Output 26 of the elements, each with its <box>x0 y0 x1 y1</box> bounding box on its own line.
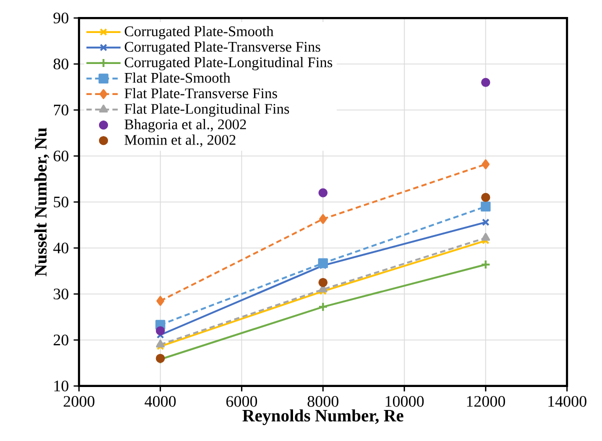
legend-label: Flat Plate-Longitudinal Fins <box>124 104 290 117</box>
y-tick-label: 10 <box>54 380 68 392</box>
x-axis-title: Reynolds Number, Re <box>242 409 404 426</box>
legend-label: Corrugated Plate-Transverse Fins <box>124 41 320 55</box>
legend-label: Corrugated Plate-Smooth <box>124 26 274 40</box>
y-tick-label: 30 <box>54 288 68 300</box>
legend-label: Flat Plate-Transverse Fins <box>124 88 278 98</box>
y-tick-label: 40 <box>53 242 68 254</box>
x-tick-label: 14000 <box>548 396 586 407</box>
y-tick-label: 50 <box>54 196 68 208</box>
y-axis-title: Nusselt Number, Nu <box>34 128 50 276</box>
x-tick-label: 6000 <box>226 396 258 407</box>
legend-label: Bhagoria et al., 2002 <box>124 119 246 132</box>
x-tick-label: 8000 <box>308 396 338 407</box>
y-tick-label: 20 <box>54 334 68 346</box>
y-tick-label: 80 <box>54 58 68 70</box>
x-tick-label: 2000 <box>64 396 94 407</box>
legend-label: Flat Plate-Smooth <box>124 72 230 83</box>
y-tick-label: 60 <box>54 150 68 162</box>
x-tick-label: 10000 <box>386 396 424 407</box>
y-tick-label: 70 <box>54 104 68 116</box>
x-tick-label: 4000 <box>144 396 176 407</box>
x-tick-label: 12000 <box>467 396 506 407</box>
y-tick-label: 90 <box>53 12 68 24</box>
legend-label: Momin et al., 2002 <box>124 134 236 147</box>
legend-label: Corrugated Plate-Longitudinal Fins <box>124 56 332 70</box>
